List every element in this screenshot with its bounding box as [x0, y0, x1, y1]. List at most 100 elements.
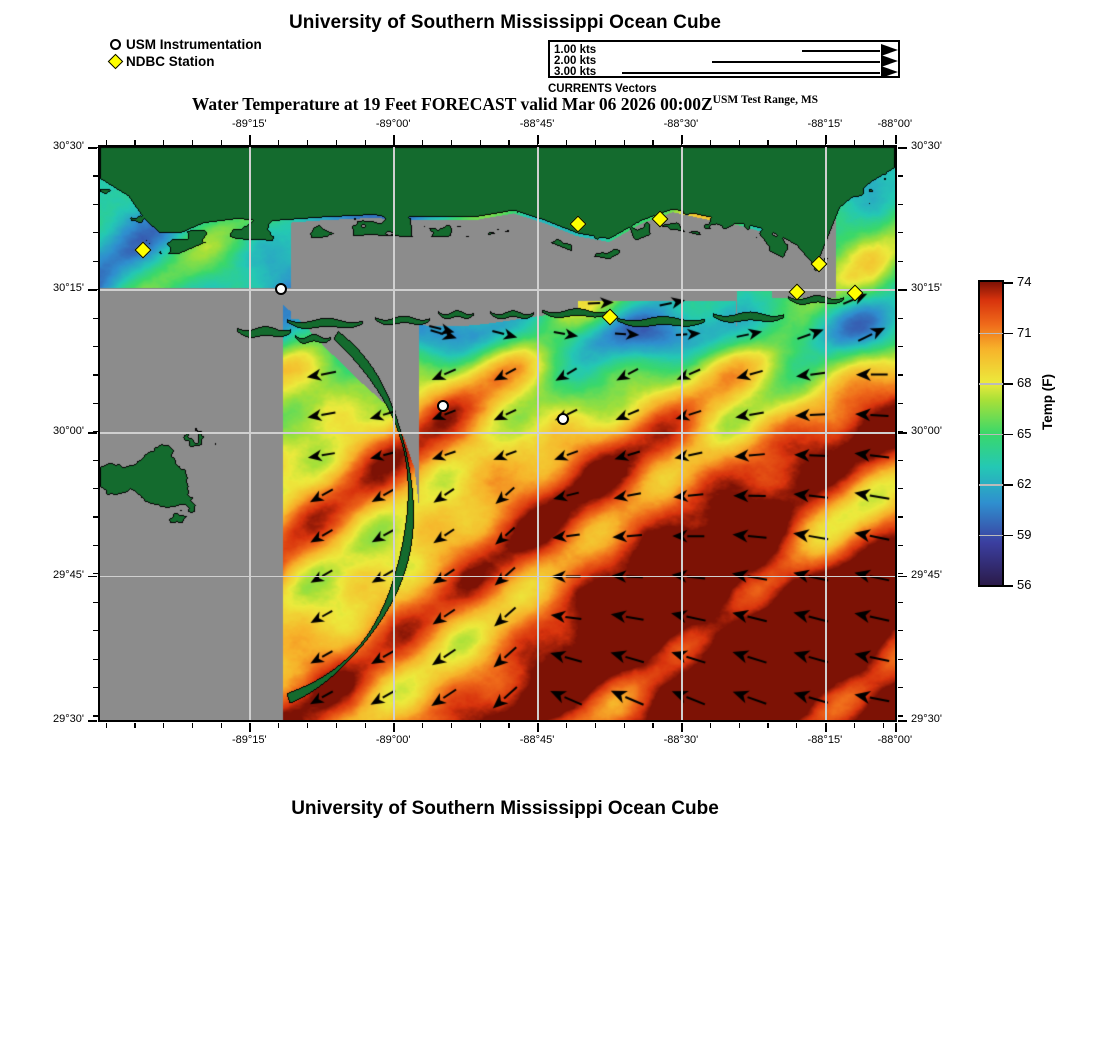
axis-tick-minor: [335, 140, 337, 145]
subtitle-main: Water Temperature at 19 Feet FORECAST va…: [191, 94, 713, 114]
axis-tick-minor: [93, 203, 98, 206]
axis-tick-minor: [882, 723, 884, 728]
graticule-parallel: [100, 432, 895, 434]
axis-tick-major: [537, 135, 539, 144]
axis-tick-minor: [93, 402, 98, 404]
axis-tick-minor: [898, 516, 903, 518]
colorbar-tick-label: 56: [1017, 577, 1032, 592]
usm-instrumentation-marker[interactable]: [437, 399, 450, 412]
axis-tick-minor: [623, 140, 625, 145]
axis-tick-minor: [220, 723, 222, 728]
map-panel[interactable]: [98, 145, 897, 722]
axis-tick-minor: [422, 140, 424, 145]
legend-label-usm: USM Instrumentation: [126, 36, 262, 52]
currents-legend-label: 1.00 kts: [554, 44, 597, 56]
axis-label-longitude: -89°15': [231, 734, 267, 746]
axis-tick-major: [537, 723, 539, 732]
circle-marker-icon: [108, 38, 123, 50]
axis-tick-minor: [898, 630, 903, 632]
axis-tick-minor: [93, 573, 98, 575]
colorbar-tick-label: 62: [1017, 476, 1032, 491]
axis-tick-minor: [105, 723, 107, 728]
axis-tick-minor: [307, 140, 309, 145]
axis-tick-minor: [93, 374, 98, 376]
colorbar-tick: [1004, 433, 1013, 435]
axis-label-longitude: -88°30': [663, 118, 699, 130]
axis-label-longitude: -89°00': [375, 118, 411, 130]
axis-tick-minor: [278, 140, 280, 145]
axis-tick-minor: [93, 630, 98, 632]
axis-tick-minor: [898, 317, 903, 319]
axis-tick-minor: [566, 723, 568, 728]
axis-tick-minor: [853, 723, 855, 728]
axis-label-longitude: -88°30': [663, 734, 699, 746]
axis-tick-minor: [93, 459, 98, 461]
axis-tick-major: [825, 723, 827, 732]
axis-label-longitude: -88°15': [807, 734, 843, 746]
colorbar-tick-label: 65: [1017, 425, 1032, 441]
currents-legend-caption: CURRENTS Vectors: [548, 83, 657, 95]
axis-tick-minor: [594, 140, 596, 145]
axis-tick-minor: [594, 723, 596, 728]
axis-label-longitude: -88°45': [519, 118, 555, 130]
axis-label-latitude: 30°00': [911, 425, 942, 438]
axis-tick-minor: [93, 260, 98, 262]
axis-tick-minor: [898, 715, 903, 717]
axis-tick-minor: [93, 317, 98, 319]
axis-tick-minor: [796, 723, 798, 728]
axis-tick-minor: [709, 723, 712, 728]
axis-tick-minor: [93, 601, 98, 603]
axis-tick-minor: [93, 544, 98, 547]
axis-tick-major: [898, 289, 907, 291]
axis-tick-major: [88, 720, 97, 722]
axis-tick-minor: [898, 431, 903, 433]
axis-tick-minor: [134, 140, 136, 145]
axis-tick-major: [825, 135, 827, 144]
axis-tick-minor: [898, 601, 903, 603]
axis-tick-major: [895, 135, 897, 144]
axis-tick-minor: [738, 723, 740, 728]
axis-label-latitude: 29°30': [53, 713, 84, 725]
axis-tick-minor: [93, 345, 98, 348]
usm-instrumentation-marker[interactable]: [557, 413, 570, 426]
page-title: University of Southern Mississippi Ocean…: [288, 12, 722, 33]
axis-tick-minor: [191, 723, 194, 728]
diamond-marker-icon: [107, 53, 124, 69]
colorbar-tick-label: 59: [1017, 526, 1032, 542]
axis-tick-minor: [898, 459, 903, 461]
axis-tick-major: [393, 723, 395, 732]
graticule-parallel: [100, 575, 895, 578]
axis-label-latitude: 30°00': [53, 425, 84, 438]
axis-tick-minor: [450, 140, 453, 145]
subtitle-superscript: USM Test Range, MS: [712, 94, 819, 107]
colorbar-tick: [1004, 383, 1013, 385]
axis-tick-minor: [93, 488, 98, 490]
axis-tick-minor: [882, 140, 884, 145]
axis-tick-major: [88, 432, 97, 434]
axis-label-latitude: 30°15': [53, 282, 84, 295]
axis-tick-minor: [93, 715, 98, 717]
axis-tick-minor: [898, 374, 903, 376]
axis-tick-minor: [652, 140, 654, 145]
axis-tick-minor: [508, 140, 510, 145]
axis-tick-minor: [278, 723, 280, 728]
graticule-parallel: [100, 289, 895, 291]
axis-tick-major: [681, 723, 683, 732]
axis-tick-minor: [93, 658, 98, 660]
currents-arrow-head-icon: [881, 55, 898, 67]
axis-tick-major: [898, 432, 907, 434]
colorbar-tick: [1004, 534, 1013, 536]
axis-tick-minor: [898, 203, 903, 206]
usm-instrumentation-marker[interactable]: [275, 283, 288, 296]
axis-tick-minor: [898, 573, 903, 575]
colorbar-inner-tick: [979, 383, 1003, 385]
axis-tick-minor: [93, 431, 98, 433]
axis-label-latitude: 30°30': [53, 140, 84, 152]
axis-tick-minor: [767, 140, 769, 145]
axis-label-latitude: 29°45': [53, 568, 84, 581]
colorbar-inner-tick: [979, 332, 1003, 334]
currents-legend-row: 1.00 kts: [550, 44, 898, 57]
currents-legend-label: 2.00 kts: [554, 55, 597, 67]
footer-title: University of Southern Mississippi Ocean…: [291, 798, 719, 819]
currents-arrow-shaft: [712, 61, 880, 63]
